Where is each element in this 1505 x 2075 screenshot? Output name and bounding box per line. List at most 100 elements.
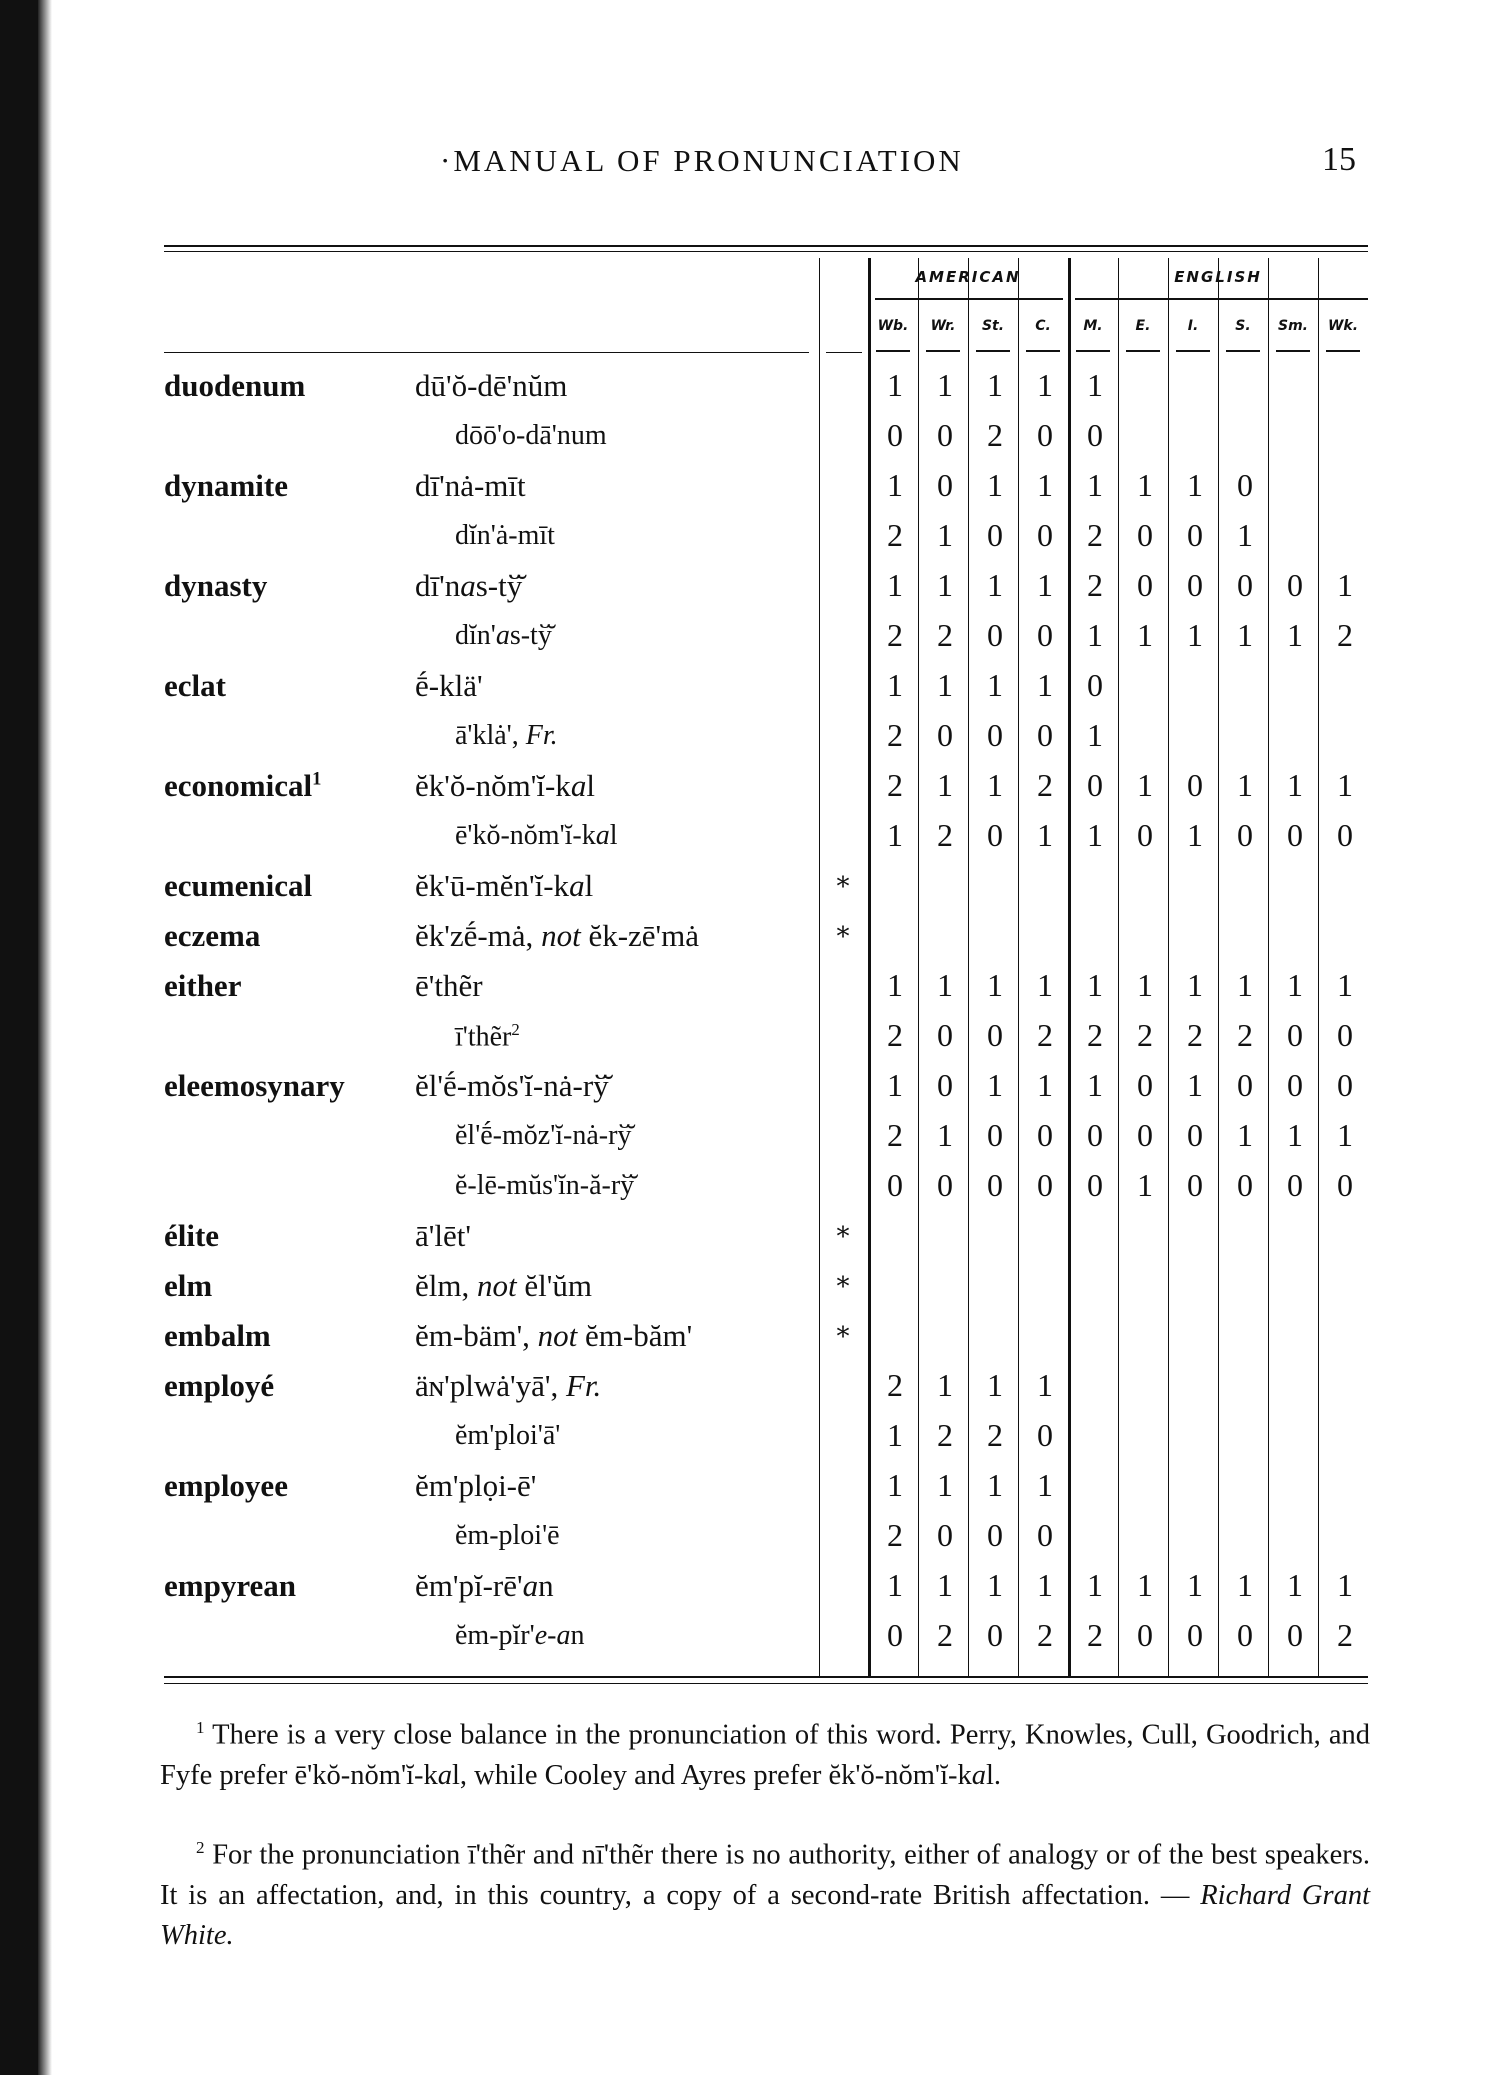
vote-cell: 1 [1087,967,1103,1003]
text-segment: a [569,868,585,903]
column-rule [1318,258,1319,1676]
text-segment: not [477,1268,517,1303]
vote-cell: 2 [1037,1017,1053,1053]
vote-cell: 2 [987,417,1003,453]
column-rule [1218,258,1219,1676]
vote-cell: 1 [937,667,953,703]
vote-cell: 2 [887,1517,903,1553]
vote-cell: 1 [987,967,1003,1003]
vote-cell: 1 [1037,567,1053,603]
vote-cell: 1 [1337,1567,1353,1603]
scan-binding-edge [0,0,42,2075]
vote-cell: 1 [987,467,1003,503]
vote-cell: 0 [1187,1617,1203,1653]
text-segment: dōō'o-dā'num [455,420,607,451]
vote-cell: 0 [1287,1067,1303,1103]
vote-cell: 1 [1237,1567,1253,1603]
header-bottom-rule [164,352,809,353]
vote-cell: 1 [1037,1067,1053,1103]
text-segment: ĕk-zē'mȧ [580,918,699,953]
text-segment: not [541,918,581,953]
vote-cell: 1 [937,367,953,403]
text-segment: ḗ-klä' [415,668,483,703]
vote-cell: 0 [937,417,953,453]
column-header-st: St. [981,318,1005,334]
column-rule [1118,258,1119,1676]
vote-cell: 1 [887,667,903,703]
vote-cell: 1 [1187,1067,1203,1103]
pronunciation: dū'ŏ-dē'nŭm [415,368,567,404]
vote-cell: 0 [1137,1617,1153,1653]
vote-cell: 1 [937,1467,953,1503]
vote-cell: 0 [1037,1417,1053,1453]
vote-cell: 0 [1237,467,1253,503]
vote-cell: 1 [1337,567,1353,603]
vote-cell: 2 [987,1417,1003,1453]
column-header-wk: Wk. [1327,318,1359,334]
text-segment: 2 [196,1838,205,1857]
text-segment: dĭn' [455,620,496,651]
vote-cell: 1 [1287,1117,1303,1153]
footnote-2: 2 For the pronunciation ī'thẽr and nī'th… [160,1828,1370,1956]
headword-text: duodenum [164,368,306,403]
vote-cell: 0 [1187,517,1203,553]
text-segment: ĕm-ploi'ē [455,1520,560,1551]
group-rule-english [1075,298,1368,300]
column-header-e: E. [1135,318,1151,334]
vote-cell: 0 [987,1517,1003,1553]
text-segment: l, while Cooley and Ayres prefer ĕk'ŏ-nŏ… [452,1759,972,1791]
vote-cell: 1 [937,1567,953,1603]
pronunciation: ē'kŏ-nŏm'ĭ-kal [455,820,618,852]
asterisk-mark: * [836,922,850,952]
vote-cell: 2 [1137,1017,1153,1053]
vote-cell: 1 [1337,767,1353,803]
text-segment: ē'thẽr [415,968,483,1003]
headword-text: ecumenical [164,868,313,903]
vote-cell: 2 [1087,517,1103,553]
vote-cell: 0 [987,1617,1003,1653]
vote-cell: 2 [937,817,953,853]
group-header-american: AMERICAN [915,268,1021,286]
vote-cell: 1 [1187,817,1203,853]
vote-cell: 1 [887,1417,903,1453]
text-segment: Fr. [565,1368,602,1403]
vote-cell: 0 [1237,567,1253,603]
vote-cell: 0 [1037,1517,1053,1553]
vote-cell: 0 [987,1117,1003,1153]
vote-cell: 1 [1037,667,1053,703]
pronunciation: ĕk'ū-mĕn'ĭ-kal [415,868,593,904]
column-header-rule [1076,350,1110,352]
column-rule [918,258,919,1676]
vote-cell: 2 [887,717,903,753]
text-segment: e-a [534,1620,571,1651]
vote-cell: 0 [1337,817,1353,853]
pronunciation: dī'nȧ-mīt [415,468,526,504]
vote-cell: 0 [937,1017,953,1053]
vote-cell: 1 [887,967,903,1003]
vote-cell: 0 [1237,817,1253,853]
column-header-rule [1326,350,1360,352]
vote-cell: 0 [1287,1617,1303,1653]
column-header-i: I. [1187,318,1199,334]
vote-cell: 0 [1187,767,1203,803]
text-segment: ĕk'ŏ-nŏm'ĭ-k [415,768,571,803]
vote-cell: 1 [1087,817,1103,853]
vote-cell: 1 [1287,1567,1303,1603]
text-segment: ā'lēt' [415,1218,471,1253]
vote-cell: 2 [1237,1017,1253,1053]
text-segment: a [570,768,587,803]
headword: employee [164,1468,288,1504]
headword: employé [164,1368,274,1404]
vote-cell: 1 [1137,1167,1153,1203]
column-rule [819,258,820,1676]
vote-cell: 0 [1187,567,1203,603]
vote-cell: 0 [937,717,953,753]
pronunciation: ĕlm, not ĕl'ŭm [415,1268,592,1304]
text-segment: ĕk'zḗ-mȧ, [415,918,542,953]
vote-cell: 1 [1187,617,1203,653]
column-header-rule [1176,350,1210,352]
vote-cell: 0 [937,1517,953,1553]
vote-cell: 0 [1037,617,1053,653]
vote-cell: 0 [987,1167,1003,1203]
pronunciation: dī'nas-tў̆ [415,568,522,604]
